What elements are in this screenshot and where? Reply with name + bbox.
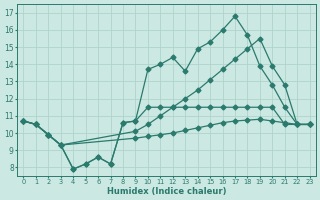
X-axis label: Humidex (Indice chaleur): Humidex (Indice chaleur)	[107, 187, 226, 196]
